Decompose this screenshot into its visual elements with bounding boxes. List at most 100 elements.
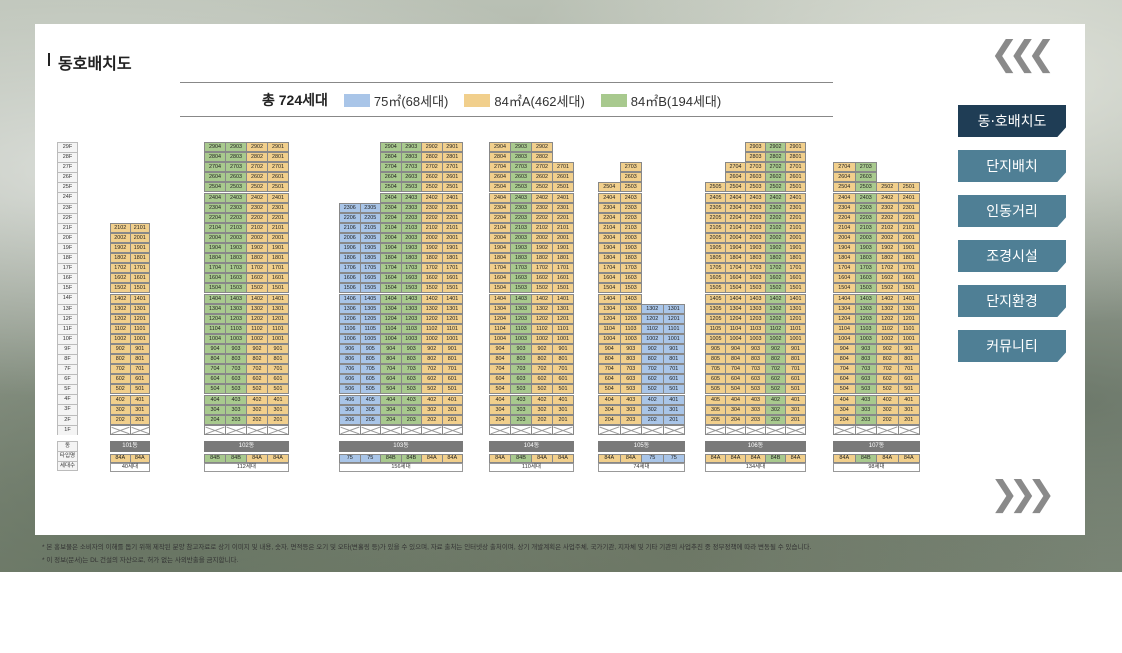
unit-cell[interactable]: 1001: [441, 333, 463, 344]
unit-cell[interactable]: 402: [246, 394, 268, 405]
unit-cell[interactable]: 1803: [400, 253, 422, 264]
unit-cell[interactable]: 1005: [359, 333, 381, 344]
unit-cell[interactable]: 2305: [359, 202, 381, 213]
unit-cell[interactable]: 2102: [765, 222, 786, 233]
unit-cell[interactable]: 1501: [267, 283, 289, 294]
unit-cell[interactable]: 2803: [225, 152, 247, 163]
unit-cell[interactable]: 903: [745, 344, 766, 354]
unit-cell[interactable]: 2205: [705, 212, 726, 223]
unit-cell[interactable]: 1004: [833, 333, 856, 344]
unit-cell[interactable]: 2603: [854, 172, 877, 183]
unit-cell[interactable]: 2701: [267, 162, 289, 173]
unit-cell[interactable]: 1302: [531, 303, 553, 314]
unit-cell[interactable]: 1905: [359, 243, 381, 253]
unit-cell[interactable]: 2404: [380, 192, 402, 203]
unit-cell[interactable]: 201: [552, 414, 574, 425]
unit-cell[interactable]: 2904: [489, 142, 511, 152]
unit-cell[interactable]: 601: [129, 374, 150, 385]
unit-cell[interactable]: 205: [359, 414, 381, 425]
unit-cell[interactable]: 305: [705, 404, 726, 415]
unit-cell[interactable]: 1903: [225, 243, 247, 253]
unit-cell[interactable]: 1202: [421, 313, 443, 324]
unit-cell[interactable]: 602: [641, 374, 664, 385]
unit-cell[interactable]: 2004: [833, 232, 856, 243]
unit-cell[interactable]: 1702: [421, 263, 443, 274]
unit-cell[interactable]: 1504: [489, 283, 511, 294]
unit-cell[interactable]: 903: [225, 344, 247, 354]
unit-cell[interactable]: 701: [785, 364, 806, 375]
unit-cell[interactable]: 701: [267, 364, 289, 375]
unit-cell[interactable]: 401: [267, 394, 289, 405]
unit-cell[interactable]: 2204: [833, 212, 856, 223]
unit-cell[interactable]: 2704: [833, 162, 856, 173]
unit-cell[interactable]: 802: [531, 354, 553, 365]
unit-cell[interactable]: 1502: [421, 283, 443, 294]
unit-cell[interactable]: 2404: [489, 192, 511, 203]
unit-cell[interactable]: 603: [225, 374, 247, 385]
unit-cell[interactable]: 2306: [339, 202, 361, 213]
unit-cell[interactable]: 1301: [267, 303, 289, 314]
unit-cell[interactable]: 1104: [833, 323, 856, 334]
unit-cell[interactable]: 2401: [785, 192, 806, 203]
unit-cell[interactable]: 2001: [897, 232, 920, 243]
unit-cell[interactable]: 202: [876, 414, 899, 425]
unit-cell[interactable]: 1402: [531, 293, 553, 304]
unit-cell[interactable]: 1703: [745, 263, 766, 274]
unit-cell[interactable]: 303: [510, 404, 532, 415]
unit-cell[interactable]: 204: [204, 414, 226, 425]
unit-cell[interactable]: 1406: [339, 293, 361, 304]
unit-cell[interactable]: 1202: [246, 313, 268, 324]
unit-cell[interactable]: 301: [662, 404, 685, 415]
unit-cell[interactable]: 503: [400, 384, 422, 395]
building-name[interactable]: 102동: [204, 440, 289, 452]
unit-cell[interactable]: 401: [662, 394, 685, 405]
unit-cell[interactable]: 1405: [705, 293, 726, 304]
unit-cell[interactable]: 703: [745, 364, 766, 375]
unit-cell[interactable]: 1302: [421, 303, 443, 314]
unit-cell[interactable]: 1301: [785, 303, 806, 314]
unit-cell[interactable]: 2703: [510, 162, 532, 173]
unit-cell[interactable]: 1803: [510, 253, 532, 264]
unit-cell[interactable]: 902: [246, 344, 268, 354]
unit-cell[interactable]: 1401: [785, 293, 806, 304]
unit-cell[interactable]: 2103: [400, 222, 422, 233]
unit-cell[interactable]: 803: [510, 354, 532, 365]
unit-cell[interactable]: 606: [339, 374, 361, 385]
unit-cell[interactable]: 2003: [619, 232, 642, 243]
unit-cell[interactable]: 1204: [833, 313, 856, 324]
unit-cell[interactable]: 1302: [765, 303, 786, 314]
unit-cell[interactable]: 1201: [267, 313, 289, 324]
unit-cell[interactable]: 402: [876, 394, 899, 405]
unit-cell[interactable]: 2902: [246, 142, 268, 152]
unit-cell[interactable]: 604: [725, 374, 746, 385]
unit-cell[interactable]: 1203: [225, 313, 247, 324]
unit-cell[interactable]: 1002: [421, 333, 443, 344]
unit-cell[interactable]: 505: [705, 384, 726, 395]
unit-cell[interactable]: 1402: [246, 293, 268, 304]
unit-cell[interactable]: 1104: [204, 323, 226, 334]
unit-cell[interactable]: 1904: [204, 243, 226, 253]
unit-cell[interactable]: 1703: [510, 263, 532, 274]
unit-cell[interactable]: 2804: [204, 152, 226, 163]
unit-cell[interactable]: 1601: [897, 273, 920, 284]
unit-cell[interactable]: 403: [400, 394, 422, 405]
unit-cell[interactable]: 904: [725, 344, 746, 354]
unit-cell[interactable]: 2904: [380, 142, 402, 152]
unit-cell[interactable]: 902: [765, 344, 786, 354]
unit-cell[interactable]: 2804: [489, 152, 511, 163]
unit-cell[interactable]: 1404: [598, 293, 621, 304]
unit-cell[interactable]: 301: [129, 404, 150, 415]
nav-button[interactable]: 커뮤니티: [958, 330, 1066, 362]
unit-cell[interactable]: 603: [854, 374, 877, 385]
unit-cell[interactable]: 1001: [897, 333, 920, 344]
unit-cell[interactable]: 1601: [552, 273, 574, 284]
unit-cell[interactable]: 1904: [598, 243, 621, 253]
unit-cell[interactable]: 1002: [110, 333, 131, 344]
unit-cell[interactable]: 1801: [785, 253, 806, 264]
unit-cell[interactable]: 704: [489, 364, 511, 375]
unit-cell[interactable]: 1804: [204, 253, 226, 264]
unit-cell[interactable]: 905: [359, 344, 381, 354]
unit-cell[interactable]: 1903: [400, 243, 422, 253]
unit-cell[interactable]: 2404: [204, 192, 226, 203]
unit-cell[interactable]: 1502: [246, 283, 268, 294]
